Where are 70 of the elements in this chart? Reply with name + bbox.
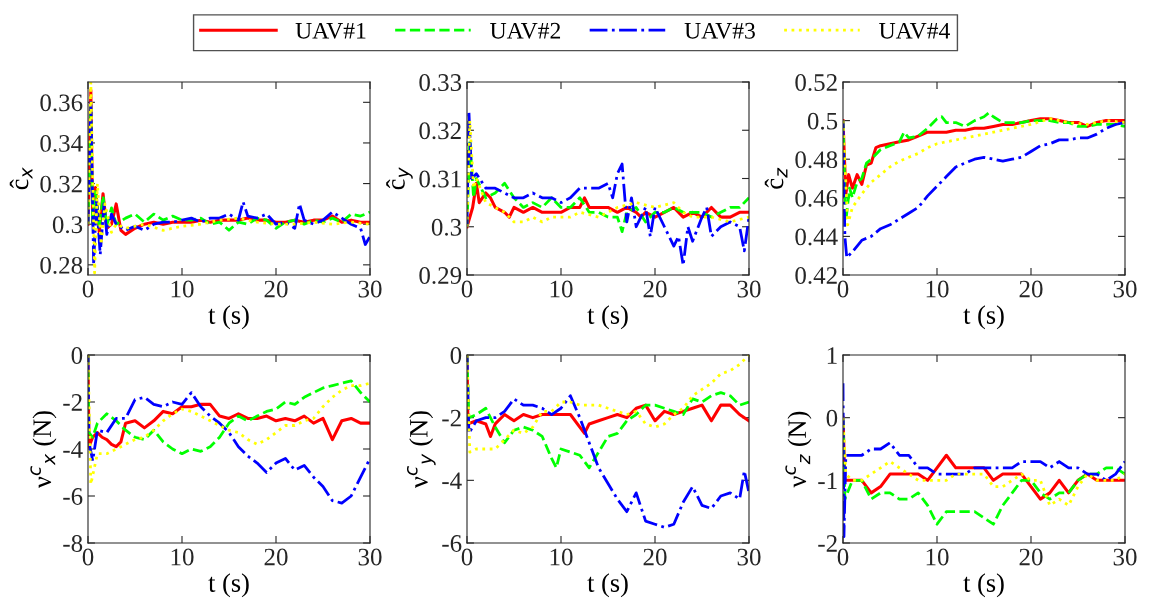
y-tick-label: 0.33	[419, 74, 462, 92]
x-tick-label: 0	[82, 280, 94, 298]
y-tick-label: 1	[827, 347, 837, 364]
x-tick-label: 20	[264, 280, 288, 298]
x-tick-label: 0	[461, 280, 473, 298]
x-axis-title: t (s)	[963, 573, 1004, 598]
y-tick-label: 0.34	[40, 135, 83, 152]
x-tick-label: 10	[171, 280, 194, 298]
y-axis-title: ĉ$_{x}$	[9, 167, 33, 190]
x-tick-label: 10	[926, 280, 949, 298]
y-tick-label: 0.29	[419, 267, 462, 285]
y-tick-label: -2	[818, 535, 837, 552]
y-axis-title: ĉ$_{z}$	[764, 167, 788, 189]
y-tick-label: -4	[63, 441, 83, 458]
y-axis-title: ĉ$_{y}$	[386, 167, 413, 190]
x-tick-label: 30	[737, 548, 761, 566]
x-axis-title: t (s)	[587, 305, 628, 330]
y-tick-label: -6	[63, 488, 83, 505]
x-tick-label: 30	[1113, 548, 1137, 566]
x-tick-label: 10	[550, 548, 573, 566]
y-tick-label: 0	[450, 347, 462, 364]
y-tick-label: -6	[442, 535, 462, 552]
x-tick-label: 10	[550, 280, 573, 298]
y-tick-label: -4	[442, 472, 462, 490]
y-tick-label: 0.3	[431, 218, 462, 236]
y-tick-label: -8	[63, 535, 83, 552]
x-axis-title: t (s)	[963, 305, 1004, 330]
y-tick-label: 0.5	[807, 112, 838, 130]
y-tick-label: 0.32	[419, 122, 461, 140]
y-tick-label: 0.3	[52, 216, 83, 234]
x-tick-label: 30	[358, 548, 382, 566]
y-tick-label: 0.28	[40, 256, 83, 274]
y-tick-label: 0.44	[795, 228, 838, 246]
y-tick-label: 0	[71, 347, 83, 364]
y-tick-label: 0.31	[419, 170, 461, 188]
y-axis-title: ν$^{c}$$_{x}$ (N)	[30, 411, 57, 489]
legend-label: UAV#1	[295, 22, 366, 39]
x-axis-title: t (s)	[208, 305, 249, 330]
legend-label: UAV#3	[684, 22, 755, 39]
x-tick-label: 30	[358, 280, 382, 298]
y-tick-label: -2	[63, 394, 82, 411]
x-tick-label: 20	[1019, 280, 1043, 298]
x-tick-label: 30	[737, 280, 761, 298]
legend-label: UAV#4	[879, 22, 950, 39]
x-tick-label: 0	[461, 548, 473, 566]
line-series	[467, 138, 749, 233]
x-tick-label: 0	[82, 548, 94, 566]
x-axis-title: t (s)	[208, 573, 249, 598]
x-tick-label: 20	[264, 548, 288, 566]
y-axis-title: ν$^{c}$$_{y}$ (N)	[407, 411, 436, 489]
x-tick-label: 10	[171, 548, 194, 566]
y-tick-label: 0.32	[40, 175, 82, 193]
legend-label: UAV#2	[490, 22, 561, 39]
y-tick-label: 0.36	[40, 94, 83, 112]
x-tick-label: 20	[643, 280, 667, 298]
x-tick-label: 0	[837, 280, 849, 298]
x-axis-title: t (s)	[587, 573, 628, 598]
y-tick-label: 0.42	[795, 267, 837, 285]
y-tick-label: -1	[818, 472, 837, 490]
x-tick-label: 0	[837, 548, 849, 566]
y-tick-label: 0.46	[795, 189, 838, 207]
y-tick-label: 0.52	[795, 74, 837, 92]
x-tick-label: 20	[1019, 548, 1043, 566]
x-tick-label: 10	[926, 548, 949, 566]
x-tick-label: 30	[1113, 280, 1137, 298]
y-tick-label: 0.48	[795, 151, 838, 169]
y-tick-label: 0	[826, 409, 838, 427]
x-tick-label: 20	[643, 548, 667, 566]
y-tick-label: -2	[442, 409, 461, 427]
y-axis-title: ν$^{c}$$_{z}$ (N)	[785, 411, 812, 488]
